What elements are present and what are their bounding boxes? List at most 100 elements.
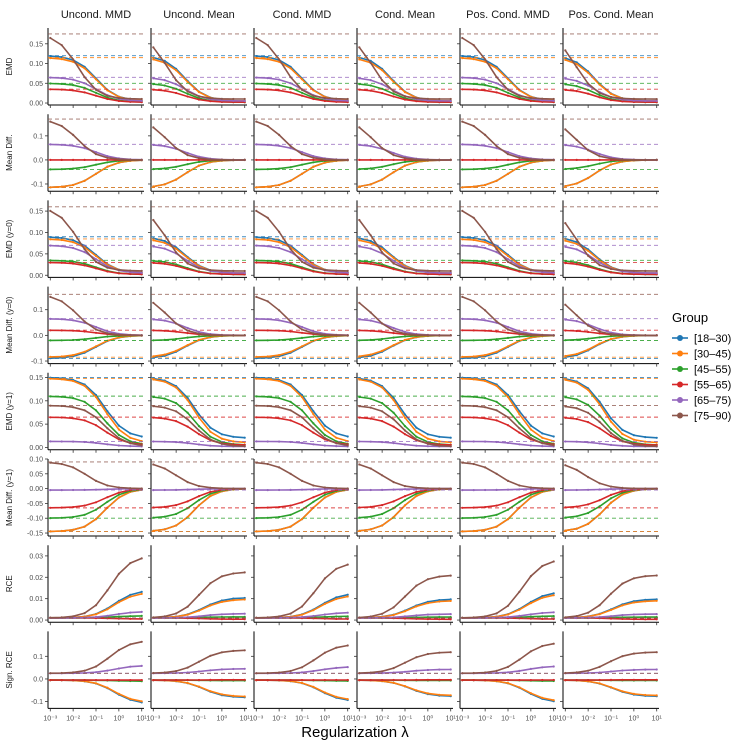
data-point	[129, 158, 132, 161]
data-point	[575, 79, 578, 82]
data-point	[632, 273, 636, 276]
data-point	[289, 384, 292, 387]
data-point	[243, 667, 246, 670]
data-point	[495, 419, 498, 422]
data-point	[312, 158, 315, 161]
data-point	[415, 158, 418, 161]
panel: -0.15-0.10-0.050.000.050.10	[27, 457, 144, 539]
data-point	[255, 186, 258, 189]
data-point	[278, 89, 281, 92]
data-point	[392, 262, 395, 265]
data-point	[312, 614, 315, 618]
data-point	[461, 143, 464, 146]
data-point	[426, 433, 429, 436]
data-point	[209, 690, 212, 693]
data-point	[94, 260, 98, 263]
data-point	[529, 602, 533, 605]
data-point	[49, 506, 52, 509]
data-point	[472, 395, 475, 398]
panel	[457, 28, 556, 108]
data-point	[632, 434, 636, 437]
data-point	[72, 440, 75, 443]
data-point	[392, 80, 395, 83]
column-title: Cond. Mean	[375, 9, 435, 21]
data-point	[300, 331, 304, 334]
series-line-[30–45)	[359, 334, 451, 358]
series-line-[45–55)	[359, 396, 451, 446]
data-point	[49, 616, 52, 619]
data-point	[621, 432, 624, 436]
data-point	[644, 436, 647, 439]
data-point	[335, 646, 338, 649]
panel: 0.000.050.100.15	[29, 372, 144, 453]
panel	[354, 372, 453, 453]
data-point	[484, 338, 487, 342]
data-point	[186, 442, 189, 445]
y-tick-label: -0.05	[27, 501, 43, 508]
data-point	[106, 270, 109, 273]
data-point	[587, 324, 590, 327]
data-point	[117, 667, 120, 670]
data-point	[197, 488, 201, 491]
data-point	[209, 604, 212, 607]
data-point	[152, 355, 155, 358]
data-point	[358, 301, 361, 304]
data-point	[518, 443, 521, 446]
data-point	[346, 595, 349, 598]
panel	[560, 545, 659, 626]
data-point	[140, 590, 143, 594]
data-point	[129, 487, 132, 490]
data-point	[609, 95, 613, 99]
data-point	[438, 444, 441, 447]
series-line-[75–90)	[50, 461, 142, 490]
data-point	[587, 249, 590, 252]
data-point	[278, 144, 281, 147]
data-point	[369, 79, 372, 82]
data-point	[461, 489, 464, 492]
data-point	[403, 678, 407, 682]
data-point	[495, 262, 498, 265]
data-point	[94, 501, 98, 504]
data-point	[552, 665, 555, 668]
data-point	[323, 158, 326, 161]
data-point	[94, 409, 98, 412]
panel	[457, 286, 556, 367]
data-point	[403, 164, 407, 167]
data-point	[369, 89, 372, 92]
data-point	[186, 268, 189, 271]
data-point	[49, 489, 52, 492]
data-point	[117, 601, 120, 604]
data-point	[289, 91, 292, 94]
data-point	[197, 413, 201, 416]
data-point	[323, 486, 326, 489]
data-point	[461, 377, 464, 380]
data-point	[197, 660, 201, 663]
data-point	[529, 613, 533, 616]
data-point	[186, 326, 189, 330]
data-point	[232, 618, 235, 621]
x-tick-label: 10⁻¹	[192, 715, 206, 722]
data-point	[381, 679, 384, 682]
data-point	[609, 271, 613, 274]
data-point	[358, 88, 361, 91]
data-point	[255, 236, 258, 239]
data-point	[300, 395, 304, 399]
data-point	[163, 380, 166, 383]
data-point	[403, 610, 407, 613]
data-point	[106, 679, 109, 682]
data-point	[300, 488, 304, 491]
data-point	[564, 489, 567, 492]
data-point	[243, 615, 246, 619]
data-point	[232, 271, 235, 274]
data-point	[644, 487, 647, 490]
data-point	[335, 666, 338, 670]
data-point	[484, 329, 487, 332]
row-label: EMD (y=1)	[5, 392, 14, 431]
data-point	[472, 440, 475, 443]
data-point	[506, 260, 510, 263]
data-point	[140, 664, 143, 668]
data-point	[152, 489, 155, 492]
series-line-[18–30)	[256, 376, 348, 438]
data-point	[289, 76, 292, 79]
data-point	[186, 154, 189, 157]
